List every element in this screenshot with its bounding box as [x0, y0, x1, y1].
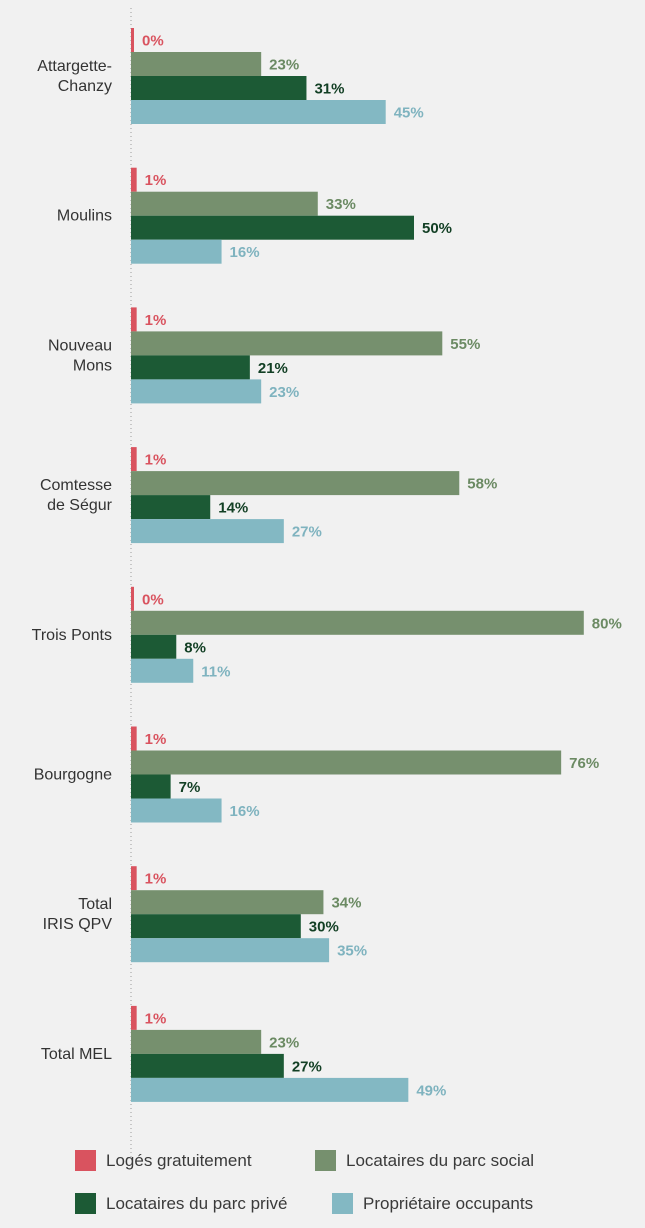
bar [131, 28, 134, 52]
bar [131, 331, 443, 356]
bar [131, 76, 307, 100]
data-label: 33% [326, 196, 356, 213]
data-label: 16% [230, 803, 260, 820]
bar [131, 750, 562, 775]
data-label: 23% [269, 384, 299, 401]
bar [131, 167, 137, 192]
bar [131, 798, 222, 823]
data-label: 35% [337, 943, 367, 960]
data-label: 8% [184, 639, 206, 656]
bar [131, 355, 250, 380]
bar [131, 1029, 262, 1054]
legend-label: Propriétaire occupants [363, 1193, 534, 1213]
legend-swatch [75, 1193, 96, 1214]
data-label: 27% [292, 1058, 322, 1075]
data-label: 1% [145, 452, 167, 469]
bar [131, 726, 137, 751]
category-label: Trois Ponts [32, 627, 112, 644]
data-label: 50% [422, 220, 452, 237]
bar [131, 938, 330, 963]
data-label: 30% [309, 919, 339, 936]
legend-swatch [332, 1193, 353, 1214]
data-label: 23% [269, 1034, 299, 1051]
data-label: 14% [218, 500, 248, 517]
legend-label: Locataires du parc social [346, 1150, 535, 1170]
bar [131, 52, 262, 76]
data-label: 1% [145, 1010, 167, 1027]
bar [131, 379, 262, 404]
bar [131, 634, 177, 659]
bar [131, 447, 137, 472]
bar [131, 1077, 409, 1102]
data-label: 11% [201, 663, 230, 680]
data-label: 0% [142, 591, 164, 608]
bar [131, 239, 222, 264]
data-label: 23% [269, 57, 299, 74]
legend-swatch [315, 1150, 336, 1171]
data-label: 34% [331, 895, 361, 912]
bar [131, 471, 460, 496]
legend-swatch [75, 1150, 96, 1171]
grouped-bar-chart: Attargette-Chanzy 0% 23% 31% 45% Moulins 1% 33%… [32, 8, 622, 1157]
data-label: 76% [569, 755, 599, 772]
legend-label: Logés gratuitement [106, 1150, 252, 1170]
bar [131, 610, 584, 635]
legend: Logés gratuitement Locataires du parc so… [0, 1150, 645, 1228]
data-label: 7% [179, 779, 201, 796]
data-label: 1% [145, 731, 167, 748]
bar [131, 866, 137, 891]
bar [131, 215, 414, 240]
data-label: 49% [416, 1082, 446, 1099]
data-label: 27% [292, 524, 322, 541]
category-label: Total IRIS QPV [43, 896, 113, 933]
data-label: 1% [145, 312, 167, 329]
bar [131, 774, 171, 799]
data-label: 16% [230, 244, 260, 261]
data-label: 1% [145, 172, 167, 189]
data-label: 0% [142, 33, 164, 50]
category-label: Moulins [57, 208, 112, 225]
category-label: Bourgogne [34, 767, 112, 784]
bar [131, 307, 137, 332]
category-label: Nouveau Mons [48, 337, 112, 374]
bar [131, 586, 134, 611]
legend-label: Locataires du parc privé [106, 1193, 288, 1213]
bar [131, 1005, 137, 1030]
bar [131, 191, 318, 216]
legend-item-loges-gratuitement: Logés gratuitement [75, 1150, 252, 1171]
data-label: 55% [450, 336, 480, 353]
data-label: 1% [145, 871, 167, 888]
bar [131, 890, 324, 915]
category-label: Total MEL [41, 1046, 112, 1063]
bar [131, 658, 194, 683]
legend-item-locataires-parc-social: Locataires du parc social [315, 1150, 534, 1171]
data-label: 45% [394, 105, 424, 122]
bar [131, 519, 284, 544]
category-label: Attargette-Chanzy [37, 58, 112, 95]
bar [131, 1053, 284, 1078]
data-label: 58% [467, 476, 497, 493]
bar [131, 914, 301, 939]
bar [131, 495, 211, 520]
data-label: 31% [314, 81, 344, 98]
data-label: 80% [592, 615, 622, 632]
bar [131, 100, 386, 124]
data-label: 21% [258, 360, 288, 377]
category-label: Comtesse de Ségur [40, 477, 113, 514]
legend-item-locataires-parc-prive: Locataires du parc privé [75, 1193, 287, 1214]
legend-item-proprietaire-occupants: Propriétaire occupants [332, 1193, 533, 1214]
